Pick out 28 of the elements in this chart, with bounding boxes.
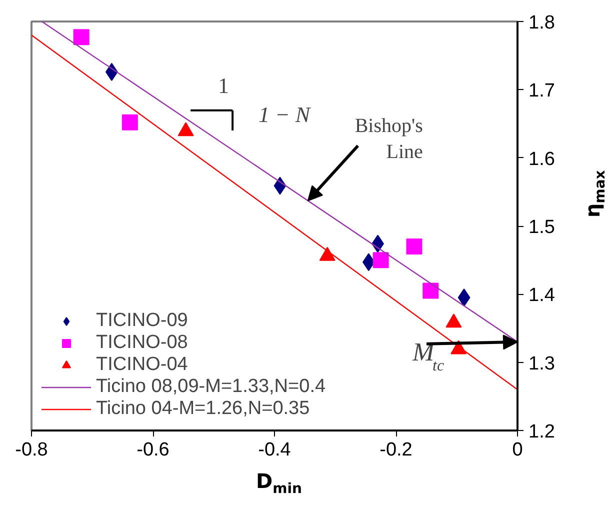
point [372,252,389,268]
point [122,114,138,130]
y-tick-label: 1.6 [528,148,555,170]
annotation: Bishop's Line [354,114,424,163]
legend-label: TICINO-08 [96,332,188,354]
x-axis-title: D$_{min}$ [255,469,303,497]
point [406,238,422,254]
x-tick-label: 0 [512,440,523,460]
y-tick-label: 1.2 [528,422,555,442]
legend-label: Ticino 08,09-M=1.33,N=0.4 [96,376,326,398]
legend-label: TICINO-09 [96,310,188,332]
y-tick-label: 1.7 [528,80,555,102]
legend-label: Ticino 04-M=1.26,N=0.35 [96,398,310,420]
point [422,282,439,299]
x-tick-label: -0.2 [380,440,412,460]
legend-label: TICINO-04 [96,354,188,376]
annotation: 1 − N [258,102,312,127]
point [73,29,90,46]
x-tick-label: -0.4 [258,440,292,460]
y-tick-label: 1.4 [528,285,556,306]
annotation: 1 [218,72,230,98]
x-tick-label: -0.6 [136,440,170,460]
x-tick-label: -0.8 [15,440,48,460]
y-tick-label: 1.8 [528,12,555,34]
y-tick-label: 1.3 [528,353,555,374]
point [362,253,375,272]
y-tick-label: 1.5 [528,217,555,238]
point [458,288,470,307]
